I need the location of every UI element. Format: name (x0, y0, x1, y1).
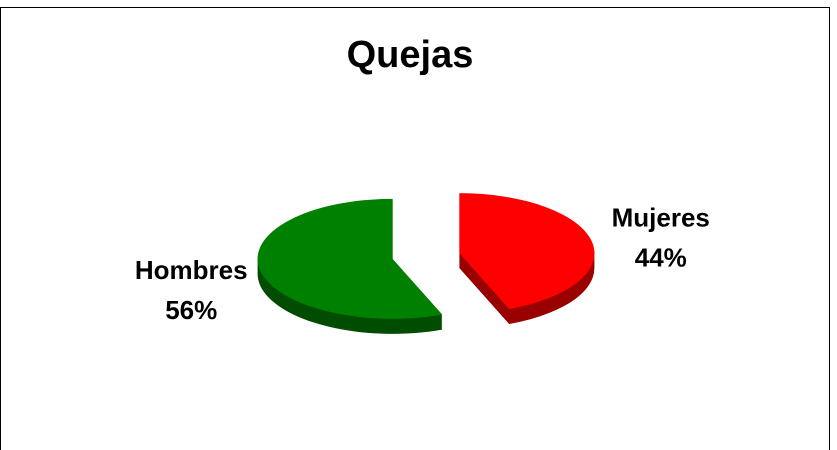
chart-frame (0, 7, 830, 450)
pie-slice (459, 193, 595, 309)
slice-value-label: 56% (165, 295, 217, 325)
pie-slice (257, 198, 443, 319)
chart-title: Quejas (347, 34, 474, 76)
slice-label: Hombres (135, 255, 248, 285)
slice-value-label: 44% (635, 243, 687, 273)
slice-label: Mujeres (612, 203, 710, 233)
